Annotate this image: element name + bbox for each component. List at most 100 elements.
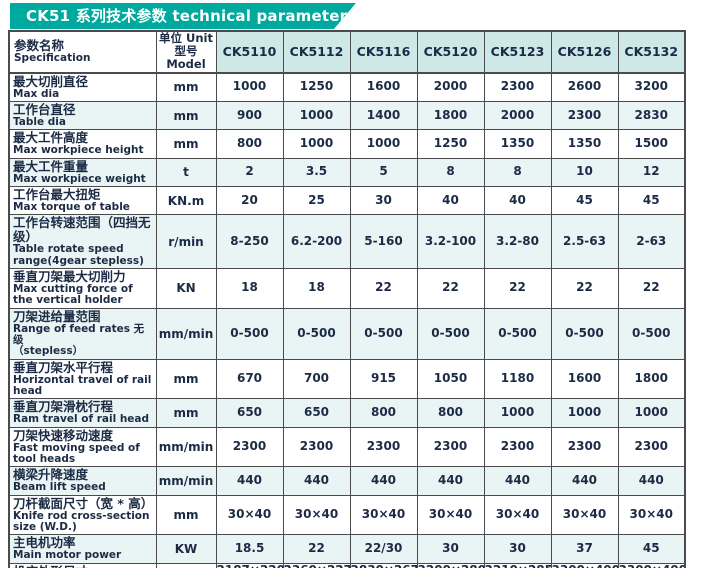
param-name-cell: 刀架快速移动速度 Fast moving speed of tool heads xyxy=(8,426,157,468)
table-row: 垂直刀架水平行程 Horizontal travel of rail head mm… xyxy=(8,358,686,400)
spec-header-en: Specification xyxy=(14,52,91,65)
value-cell: 2300 xyxy=(282,426,351,468)
value-cell: 650 xyxy=(282,398,351,428)
value-cell: 1250 xyxy=(416,129,485,159)
param-name-en: Max workpiece weight xyxy=(13,172,146,185)
param-name-en: Beam lift speed xyxy=(13,481,106,494)
parameters-table: 参数名称 Specification 单位 Unit 型号 Model CK51… xyxy=(8,30,686,568)
param-name-zh: 工作台直径 xyxy=(13,101,76,117)
param-name-en: Max cutting force of the vertical holder xyxy=(13,282,133,307)
value-cell: 2 xyxy=(215,157,284,187)
value-cell: 3300×4000 ×3500/3800 xyxy=(617,562,686,568)
value-cell: 2000 xyxy=(483,100,552,131)
value-cell: 1250 xyxy=(282,72,351,102)
unit-cell: KW xyxy=(155,534,217,564)
param-name-cell: 工作台转速范围（四挡无级） Table rotate speed range(4g… xyxy=(8,214,157,269)
value-cell: 1500 xyxy=(617,129,686,159)
unit-cell: mm xyxy=(155,358,217,400)
value-cell: 1000 xyxy=(483,398,552,428)
unit-model-header-cell: 单位 Unit 型号 Model xyxy=(155,30,217,74)
value-cell: 1050 xyxy=(416,358,485,400)
value-cell: 30×40 xyxy=(349,494,418,536)
value-cell: 0-500 xyxy=(215,307,284,360)
param-name-cell: 最大工件高度 Max workpiece height xyxy=(8,129,157,159)
value-cell: 1000 xyxy=(617,398,686,428)
value-cell: 45 xyxy=(617,534,686,564)
table-row: 最大工件重量 Max workpiece weight t 2 3.5 5 8 8 10 12 xyxy=(8,157,686,187)
value-cell: 3210×2850 ×3300/3500 xyxy=(483,562,552,568)
param-name-en: Main motor power xyxy=(13,549,122,562)
table-row: 工作台直径 Table dia mm 900 1000 1400 1800 2000 2300 2… xyxy=(8,100,686,131)
value-cell: 37 xyxy=(550,534,619,564)
value-cell: 3.2-100 xyxy=(416,214,485,269)
unit-cell: t xyxy=(155,157,217,187)
param-name-en: Max workpiece height xyxy=(13,144,144,157)
value-cell: 440 xyxy=(349,466,418,496)
model-header-cell: CK5120 xyxy=(416,30,485,74)
param-name-cell: 垂直刀架水平行程 Horizontal travel of rail head xyxy=(8,358,157,400)
value-cell: 22 xyxy=(416,267,485,309)
value-cell: 30 xyxy=(349,185,418,216)
param-name-cell: 垂直刀架滑枕行程 Ram travel of rail head xyxy=(8,398,157,428)
value-cell: 0-500 xyxy=(349,307,418,360)
param-name-en: Table rotate speed range(4gear stepless) xyxy=(13,243,144,267)
value-cell: 1600 xyxy=(550,358,619,400)
value-cell: 8 xyxy=(483,157,552,187)
table-row: 工作台最大扭矩 Max torque of table KN.m 20 25 30 40 40… xyxy=(8,185,686,216)
value-cell: 2300 xyxy=(349,426,418,468)
value-cell: 5 xyxy=(349,157,418,187)
param-name-zh: 最大工件高度 xyxy=(13,130,89,146)
param-name-cell: 工作台最大扭矩 Max torque of table xyxy=(8,185,157,216)
value-cell: 800 xyxy=(349,398,418,428)
value-cell: 1000 xyxy=(282,129,351,159)
param-name-zh: 刀杆截面尺寸（宽 * 高） xyxy=(13,495,154,511)
value-cell: 800 xyxy=(215,129,284,159)
value-cell: 3.5 xyxy=(282,157,351,187)
value-cell: 40 xyxy=(416,185,485,216)
model-header-cell: CK5123 xyxy=(483,30,552,74)
param-name-zh: 垂直刀架水平行程 xyxy=(13,359,114,375)
value-cell: 440 xyxy=(617,466,686,496)
param-name-cell: 机床外形尺寸Overall size of machine xyxy=(8,562,157,568)
param-name-en: Max torque of table xyxy=(13,200,130,213)
spec-header-cell: 参数名称 Specification xyxy=(8,30,157,74)
param-name-en: Fast moving speed of tool heads xyxy=(13,441,140,465)
unit-cell: mm/min xyxy=(155,307,217,360)
value-cell: 6.2-200 xyxy=(282,214,351,269)
value-cell: 2300 xyxy=(416,426,485,468)
value-cell: 18 xyxy=(215,267,284,309)
value-cell: 900 xyxy=(215,100,284,131)
value-cell: 3.2-80 xyxy=(483,214,552,269)
unit-cell: mm xyxy=(155,398,217,428)
value-cell: 30×40 xyxy=(617,494,686,536)
value-cell: 2000 xyxy=(416,72,485,102)
value-cell: 1400 xyxy=(349,100,418,131)
table-row: 垂直刀架滑枕行程 Ram travel of rail head mm 650 650 8… xyxy=(8,398,686,428)
value-cell: 1000 xyxy=(215,72,284,102)
value-cell: 2.5-63 xyxy=(550,214,619,269)
value-cell: 22 xyxy=(282,534,351,564)
param-name-zh: 工作台转速范围（四挡无级） xyxy=(13,215,151,245)
param-name-zh: 垂直刀架滑枕行程 xyxy=(13,399,114,415)
value-cell: 0-500 xyxy=(416,307,485,360)
value-cell: 440 xyxy=(550,466,619,496)
table-row: 刀架快速移动速度 Fast moving speed of tool heads m… xyxy=(8,426,686,468)
param-name-zh: 垂直刀架最大切削力 xyxy=(13,268,126,284)
section-title-banner: CK51 系列技术参数 technical parameter xyxy=(10,3,356,29)
value-cell: 5-160 xyxy=(349,214,418,269)
unit-cell: mm xyxy=(155,129,217,159)
param-name-cell: 刀杆截面尺寸（宽 * 高） Knife rod cross-section siz… xyxy=(8,494,157,536)
value-cell: 30×40 xyxy=(215,494,284,536)
value-cell: 2830×2670 ×3010/3210 xyxy=(349,562,418,568)
param-name-zh: 刀架进给量范围 xyxy=(13,308,101,324)
table-row: 工作台转速范围（四挡无级） Table rotate speed range(4g… xyxy=(8,214,686,269)
table-row: 最大切削直径 Max dia mm 1000 1250 1600 2000 2300 2600 3… xyxy=(8,72,686,102)
param-name-zh: 最大工件重量 xyxy=(13,158,89,174)
value-cell: 440 xyxy=(416,466,485,496)
param-name-zh: 最大切削直径 xyxy=(13,73,89,89)
unit-cell: mm xyxy=(155,72,217,102)
param-name-cell: 主电机功率 Main motor power xyxy=(8,534,157,564)
value-cell: 8-250 xyxy=(215,214,284,269)
page-title: CK51 系列技术参数 technical parameter xyxy=(26,7,348,25)
table-row: 机床外形尺寸Overall size of machinemm2187×2200… xyxy=(8,562,686,568)
